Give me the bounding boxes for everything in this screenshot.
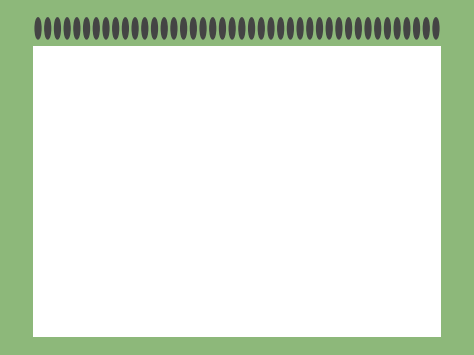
FancyBboxPatch shape	[123, 262, 416, 326]
Text: =  0.1125: = 0.1125	[134, 201, 299, 229]
Text: 0.11 M NaCl: 0.11 M NaCl	[129, 273, 410, 315]
Text: 0.09 mol: 0.09 mol	[224, 71, 373, 100]
Text: =: =	[66, 275, 100, 317]
Text: 0.8 L: 0.8 L	[256, 132, 340, 161]
Text: molarity =: molarity =	[46, 102, 210, 130]
